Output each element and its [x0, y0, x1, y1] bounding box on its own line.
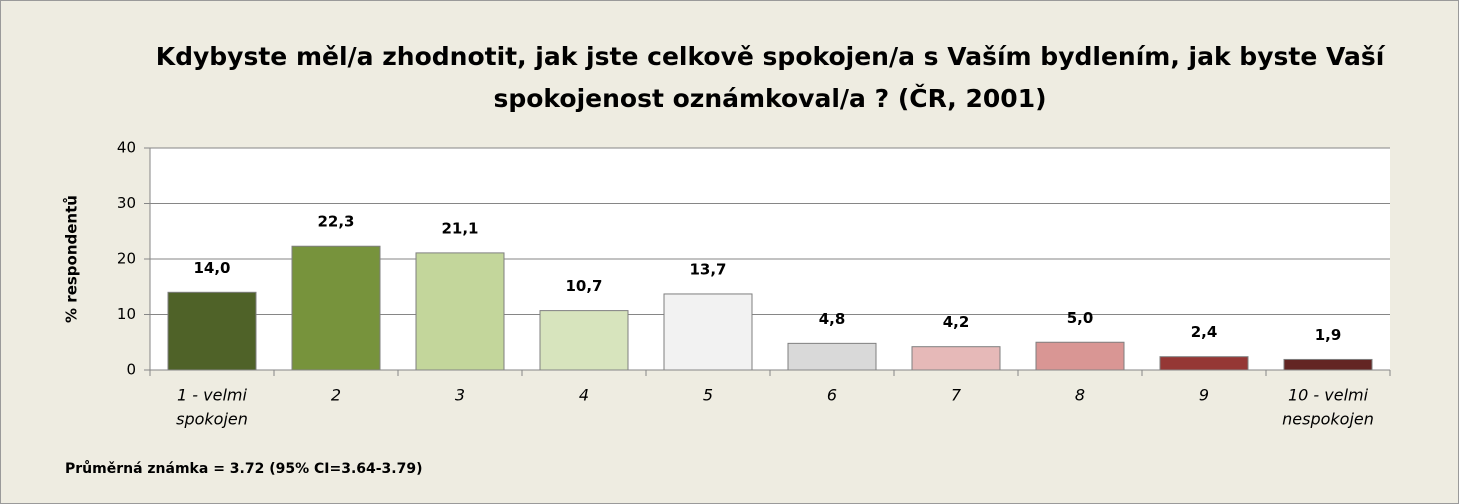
x-tick-label: 10 - velmi: [1288, 386, 1369, 405]
data-label: 2,4: [1191, 323, 1218, 341]
y-axis-label: % respondentů: [63, 195, 81, 323]
y-tick-label: 30: [117, 194, 136, 212]
data-label: 5,0: [1067, 309, 1094, 327]
data-label: 22,3: [317, 213, 354, 231]
y-tick-label: 10: [117, 305, 136, 323]
x-tick-label: 6: [827, 386, 837, 405]
bar: [663, 293, 753, 371]
y-tick-label: 0: [126, 361, 136, 379]
x-tick-label: spokojen: [176, 410, 248, 429]
data-label: 10,7: [565, 277, 602, 295]
x-tick-label: 7: [951, 386, 962, 405]
data-label: 21,1: [441, 219, 478, 237]
x-tick-label: 3: [455, 386, 465, 405]
bar: [1159, 356, 1249, 371]
data-label: 13,7: [689, 260, 726, 278]
bar: [415, 252, 505, 371]
x-tick-label: 8: [1075, 386, 1085, 405]
x-tick-label: 1 - velmi: [177, 386, 247, 405]
y-tick-label: 20: [117, 250, 136, 268]
x-tick-label: nespokojen: [1282, 410, 1374, 429]
chart-title: Kdybyste měl/a zhodnotit, jak jste celko…: [156, 42, 1386, 71]
bar: [539, 310, 629, 371]
chart-title: spokojenost oznámkoval/a ? (ČR, 2001): [493, 83, 1046, 113]
bar: [1283, 358, 1373, 371]
data-label: 4,2: [943, 313, 970, 331]
x-tick-label: 4: [579, 386, 589, 405]
x-tick-label: 2: [331, 386, 341, 405]
data-label: 1,9: [1315, 326, 1342, 344]
x-tick-label: 5: [703, 386, 713, 405]
bar: [911, 346, 1001, 371]
annotation: Průměrná známka = 3.72 (95% CI=3.64-3.79…: [65, 460, 423, 477]
x-tick-label: 9: [1199, 386, 1209, 405]
bar: [167, 291, 257, 371]
bar: [1035, 341, 1125, 371]
bar: [291, 245, 381, 371]
data-label: 14,0: [193, 259, 230, 277]
y-tick-label: 40: [117, 139, 136, 157]
data-label: 4,8: [819, 310, 846, 328]
bar: [787, 342, 877, 371]
